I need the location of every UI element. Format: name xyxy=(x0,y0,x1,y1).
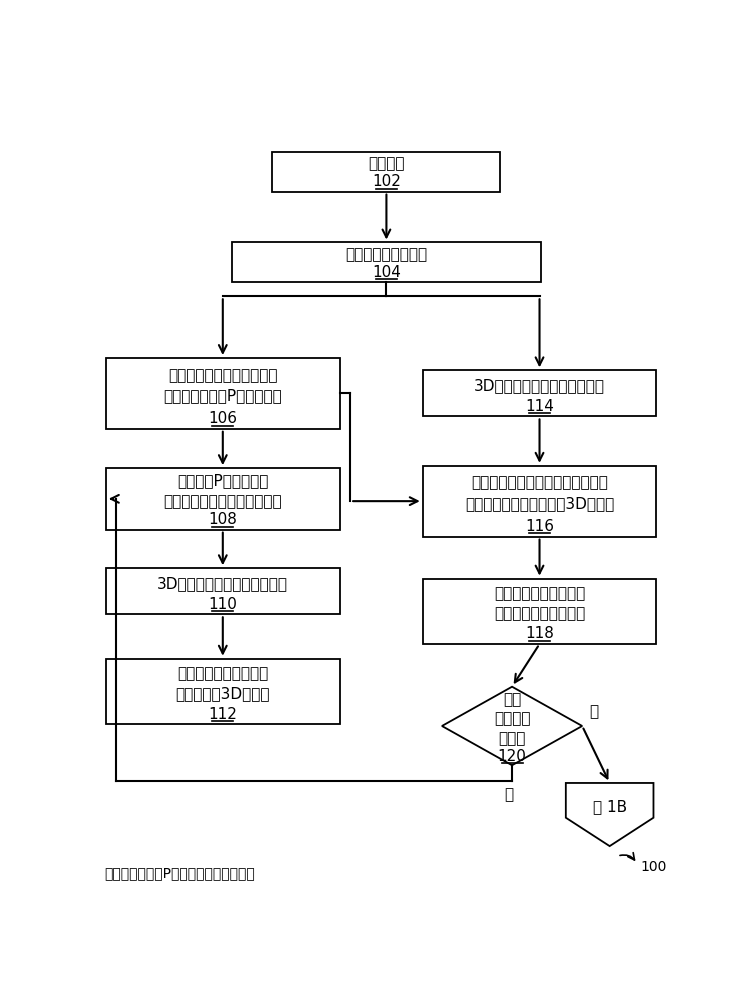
Text: 用于更新恒定的P波速度模型的迭代循环: 用于更新恒定的P波速度模型的迭代循环 xyxy=(105,866,256,880)
Text: 118: 118 xyxy=(525,626,554,641)
FancyBboxPatch shape xyxy=(106,568,339,614)
FancyBboxPatch shape xyxy=(423,370,657,416)
Text: 重新: 重新 xyxy=(503,692,521,707)
Text: 110: 110 xyxy=(208,597,238,612)
Text: 计算匹配: 计算匹配 xyxy=(494,712,530,727)
Text: 计算场数据中直接到达的3D幅度谱: 计算场数据中直接到达的3D幅度谱 xyxy=(465,496,615,511)
Text: 提供初始恒定的P波速度模型: 提供初始恒定的P波速度模型 xyxy=(164,389,282,404)
Text: 图 1B: 图 1B xyxy=(593,799,627,814)
Text: 目标响应的匹配滤波器: 目标响应的匹配滤波器 xyxy=(494,606,585,621)
Text: 102: 102 xyxy=(372,174,401,189)
Text: 接收炮集: 接收炮集 xyxy=(368,156,405,171)
Text: 108: 108 xyxy=(208,512,238,527)
Text: 从地表源更新到埋藏式接收器: 从地表源更新到埋藏式接收器 xyxy=(164,494,282,509)
FancyArrowPatch shape xyxy=(620,853,634,860)
Text: 120: 120 xyxy=(498,749,526,764)
Text: 100: 100 xyxy=(641,860,667,874)
FancyBboxPatch shape xyxy=(106,358,339,429)
Text: 116: 116 xyxy=(525,519,554,534)
Text: 3D傅里叶变换为频率－波数域: 3D傅里叶变换为频率－波数域 xyxy=(158,576,288,591)
Text: 根据合成数据计算直接: 根据合成数据计算直接 xyxy=(177,666,268,681)
Text: 114: 114 xyxy=(525,399,554,414)
Polygon shape xyxy=(442,687,582,765)
Text: 将恒定的P波速度模型: 将恒定的P波速度模型 xyxy=(177,473,268,488)
Text: 计算场数据的幅度谱到: 计算场数据的幅度谱到 xyxy=(494,586,585,601)
FancyBboxPatch shape xyxy=(272,152,501,192)
Text: 分类到公共接收器集: 分类到公共接收器集 xyxy=(345,247,428,262)
FancyBboxPatch shape xyxy=(106,659,339,724)
Text: 是: 是 xyxy=(504,787,513,802)
Polygon shape xyxy=(566,783,654,846)
Text: 否: 否 xyxy=(589,705,599,720)
Text: 滤波器: 滤波器 xyxy=(498,731,526,746)
FancyBboxPatch shape xyxy=(423,466,657,537)
Text: 104: 104 xyxy=(372,265,401,280)
Text: 到达的目标3D幅度谱: 到达的目标3D幅度谱 xyxy=(176,687,270,702)
Text: 针对每个埋藏式接收器（虚拟源）: 针对每个埋藏式接收器（虚拟源） xyxy=(471,476,608,491)
FancyBboxPatch shape xyxy=(231,242,541,282)
Text: 选择接近偏移的第一到达以: 选择接近偏移的第一到达以 xyxy=(168,368,277,383)
FancyBboxPatch shape xyxy=(106,468,339,530)
Text: 112: 112 xyxy=(208,707,238,722)
Text: 106: 106 xyxy=(208,411,238,426)
FancyBboxPatch shape xyxy=(423,579,657,644)
Text: 3D傅里叶变换为频率－波数域: 3D傅里叶变换为频率－波数域 xyxy=(474,378,605,393)
